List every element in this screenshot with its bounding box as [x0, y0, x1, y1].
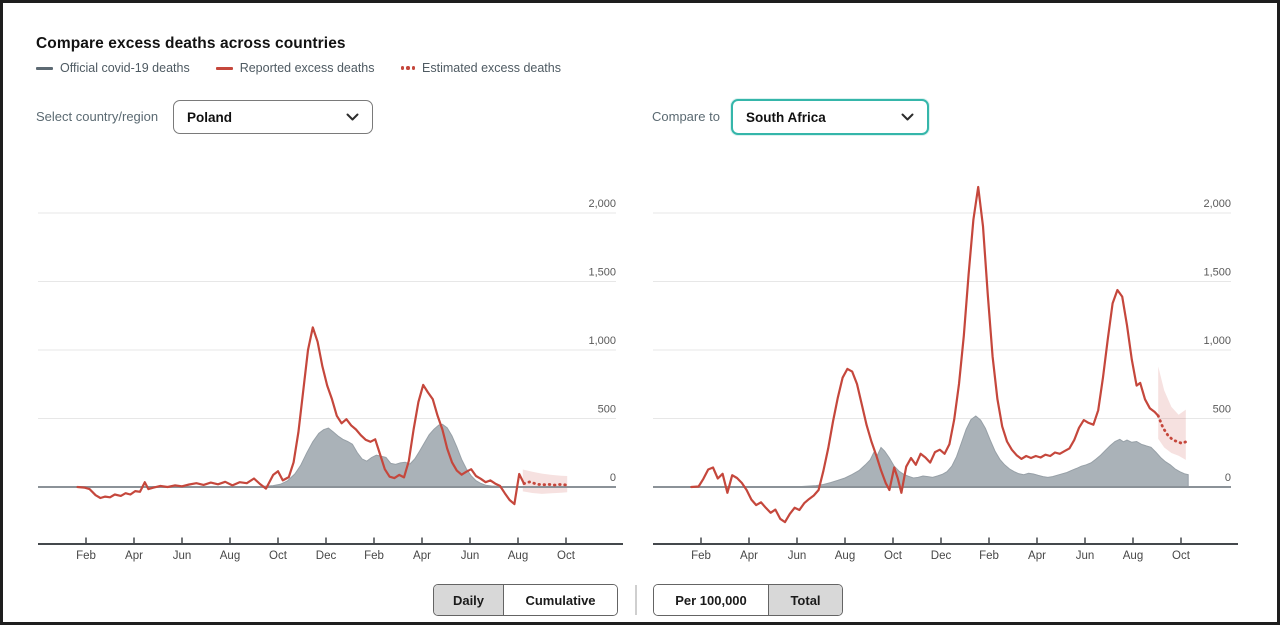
svg-text:Apr: Apr	[125, 550, 143, 562]
svg-text:1,500: 1,500	[1203, 267, 1231, 279]
svg-text:Jun: Jun	[788, 550, 807, 562]
svg-text:2,000: 2,000	[1203, 198, 1231, 210]
legend-item-estimated-excess: Estimated excess deaths	[400, 61, 561, 75]
svg-text:Oct: Oct	[1172, 550, 1191, 562]
gray-line-icon	[36, 66, 53, 70]
svg-text:Aug: Aug	[220, 550, 240, 562]
chart-legend: Official covid-19 deaths Reported excess…	[36, 61, 561, 75]
legend-label: Reported excess deaths	[239, 61, 375, 75]
daily-button[interactable]: Daily	[434, 585, 503, 615]
frequency-toggle: Daily Cumulative	[433, 584, 618, 616]
svg-text:Jun: Jun	[173, 550, 192, 562]
legend-label: Estimated excess deaths	[422, 61, 561, 75]
page-title: Compare excess deaths across countries	[36, 35, 346, 52]
svg-text:Aug: Aug	[508, 550, 528, 562]
chart-poland: 0 500 1,000 1,500 2,000 Feb Apr Jun Aug Oct Dec Feb…	[38, 163, 623, 568]
toggle-divider	[635, 585, 637, 615]
svg-text:Feb: Feb	[364, 550, 384, 562]
red-line-icon	[215, 66, 233, 70]
svg-text:Oct: Oct	[269, 550, 288, 562]
svg-text:Apr: Apr	[1028, 550, 1046, 562]
svg-text:Apr: Apr	[740, 550, 758, 562]
svg-text:2,000: 2,000	[588, 198, 616, 210]
compare-select[interactable]: South Africa	[731, 99, 929, 135]
compare-select-value: South Africa	[746, 109, 826, 125]
svg-text:Aug: Aug	[835, 550, 855, 562]
svg-text:Oct: Oct	[557, 550, 576, 562]
svg-text:Dec: Dec	[316, 550, 337, 562]
legend-label: Official covid-19 deaths	[60, 61, 190, 75]
svg-text:500: 500	[598, 404, 616, 416]
svg-text:0: 0	[610, 472, 616, 484]
svg-text:1,500: 1,500	[588, 267, 616, 279]
svg-text:500: 500	[1213, 404, 1231, 416]
chart-south-africa-canvas: 0 500 1,000 1,500 2,000 Feb Apr Jun Aug Oct Dec Feb…	[653, 185, 1238, 562]
red-dots-icon	[400, 66, 416, 70]
country-select-value: Poland	[187, 109, 233, 125]
svg-text:1,000: 1,000	[588, 335, 616, 347]
legend-item-official-deaths: Official covid-19 deaths	[36, 61, 190, 75]
country-select[interactable]: Poland	[173, 100, 373, 134]
per-100000-button[interactable]: Per 100,000	[654, 585, 768, 615]
svg-text:0: 0	[1225, 472, 1231, 484]
chevron-down-icon	[346, 113, 359, 120]
svg-text:Jun: Jun	[461, 550, 480, 562]
total-button[interactable]: Total	[768, 585, 842, 615]
svg-text:Apr: Apr	[413, 550, 431, 562]
legend-item-reported-excess: Reported excess deaths	[215, 61, 375, 75]
svg-text:Aug: Aug	[1123, 550, 1143, 562]
svg-text:Feb: Feb	[76, 550, 96, 562]
country-select-label: Select country/region	[36, 109, 159, 124]
svg-text:Jun: Jun	[1076, 550, 1095, 562]
chevron-down-icon	[901, 113, 914, 120]
svg-text:Dec: Dec	[931, 550, 952, 562]
cumulative-button[interactable]: Cumulative	[503, 585, 617, 615]
chart-poland-canvas: 0 500 1,000 1,500 2,000 Feb Apr Jun Aug Oct Dec Feb…	[38, 198, 623, 562]
svg-text:Feb: Feb	[691, 550, 711, 562]
svg-text:Feb: Feb	[979, 550, 999, 562]
scale-toggle: Per 100,000 Total	[653, 584, 843, 616]
svg-text:1,000: 1,000	[1203, 335, 1231, 347]
svg-text:Oct: Oct	[884, 550, 903, 562]
chart-south-africa: 0 500 1,000 1,500 2,000 Feb Apr Jun Aug Oct Dec Feb…	[653, 163, 1238, 568]
compare-select-label: Compare to	[652, 109, 720, 124]
